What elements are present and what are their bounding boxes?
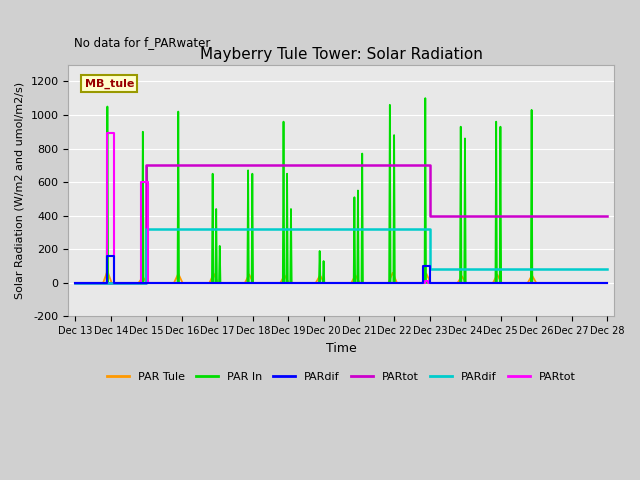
Text: No data for f_PARwater: No data for f_PARwater [74,36,210,49]
Legend: PAR Tule, PAR In, PARdif, PARtot, PARdif, PARtot: PAR Tule, PAR In, PARdif, PARtot, PARdif… [102,368,580,386]
X-axis label: Time: Time [326,342,356,355]
Title: Mayberry Tule Tower: Solar Radiation: Mayberry Tule Tower: Solar Radiation [200,47,483,62]
Text: MB_tule: MB_tule [84,78,134,89]
Y-axis label: Solar Radiation (W/m2 and umol/m2/s): Solar Radiation (W/m2 and umol/m2/s) [15,82,25,299]
